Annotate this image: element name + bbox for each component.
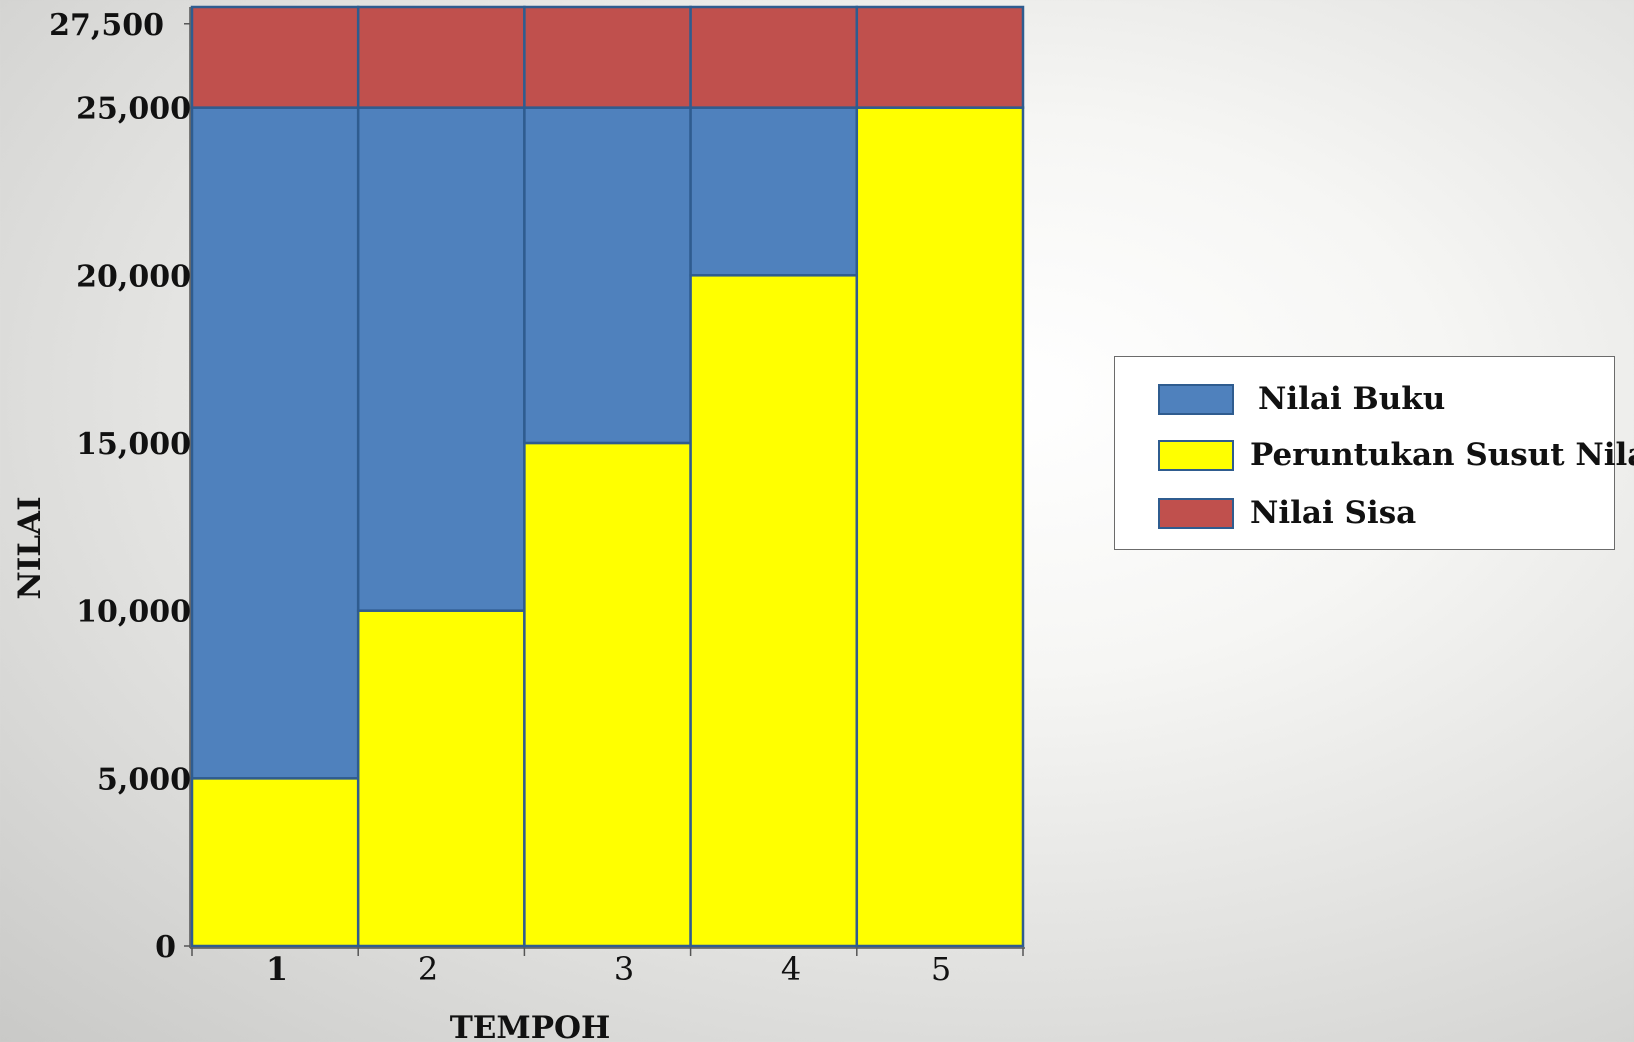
y-tick-label: 5,000 [97,762,191,797]
bar-nilai-sisa-4 [689,5,859,109]
legend-swatch-peruntukan-susut-nilai [1158,439,1234,471]
bar-nilai-sisa-1 [190,5,360,109]
y-tick-label: 20,000 [76,259,191,294]
x-tick-label: 4 [781,950,801,988]
y-tick-label: 27,500 [49,8,164,43]
x-tick-label: 3 [614,950,634,988]
bar-nilai-sisa-5 [855,5,1025,109]
bar-nilai-buku-3 [523,106,692,445]
legend-item-nilai-buku: Nilai Buku [1158,381,1445,417]
y-axis: 0 5,000 10,000 15,000 20,000 25,000 27,500 [49,7,191,965]
bar-nilai-buku-2 [356,106,526,612]
x-tick-label: 1 [266,950,288,988]
x-tick-label: 5 [931,950,951,988]
y-tick-label: 15,000 [76,427,191,462]
y-tick-label: 10,000 [76,595,191,630]
bars-layer [190,5,1025,948]
x-tick-label: 2 [418,950,438,988]
bar-peruntukan-susut-nilai-2 [356,609,526,948]
y-tick-label: 25,000 [76,92,191,127]
y-tick-label: 0 [155,930,176,965]
bar-peruntukan-susut-nilai-5 [855,106,1025,948]
bar-nilai-sisa-2 [356,5,526,109]
bar-nilai-sisa-3 [523,5,692,109]
legend-swatch-nilai-buku [1158,383,1234,415]
chart-legend: Nilai Buku Peruntukan Susut Nilai Nilai … [1114,356,1634,550]
bar-nilai-buku-4 [689,106,859,277]
x-axis: 1 2 3 4 5 [190,947,1025,988]
bar-nilai-buku-1 [190,106,360,780]
legend-item-peruntukan-susut-nilai: Peruntukan Susut Nilai [1158,437,1634,473]
bar-peruntukan-susut-nilai-1 [190,777,360,948]
bar-peruntukan-susut-nilai-4 [689,274,859,948]
legend-label-nilai-sisa: Nilai Sisa [1250,495,1417,531]
legend-label-peruntukan-susut-nilai: Peruntukan Susut Nilai [1250,437,1634,473]
bar-peruntukan-susut-nilai-3 [523,441,692,948]
legend-label-nilai-buku: Nilai Buku [1258,381,1446,417]
legend-swatch-nilai-sisa [1158,497,1234,529]
y-axis-title: NILAI [12,496,48,599]
legend-item-nilai-sisa: Nilai Sisa [1158,495,1416,531]
x-axis-title: TEMPOH [450,1010,611,1042]
